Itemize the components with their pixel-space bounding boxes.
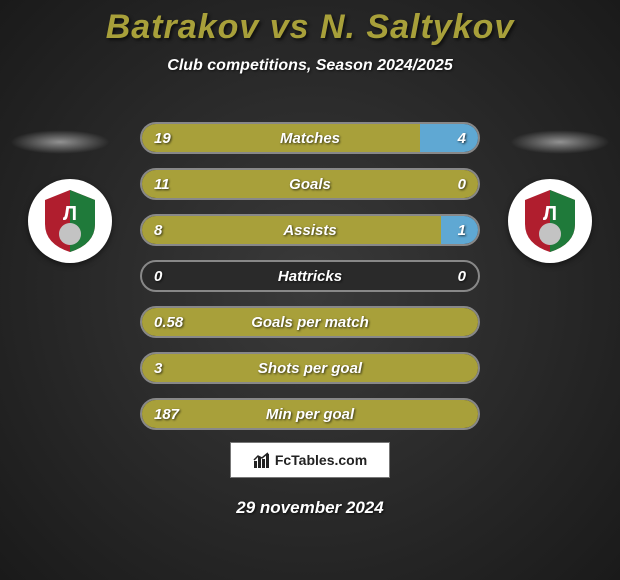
stat-bar-left: [142, 354, 478, 382]
club-crest-icon: Л: [515, 186, 585, 256]
stat-row: 0.58Goals per match: [140, 306, 480, 338]
stat-bars-container: 194Matches110Goals81Assists00Hattricks0.…: [140, 122, 480, 444]
stat-value-left: 11: [154, 170, 170, 198]
stat-row: 110Goals: [140, 168, 480, 200]
stat-value-right: 0: [458, 170, 466, 198]
stat-bar-left: [142, 216, 441, 244]
stat-bar-left: [142, 170, 478, 198]
club-crest-icon: Л: [35, 186, 105, 256]
stat-bar-right: [420, 124, 478, 152]
stat-label: Hattricks: [142, 262, 478, 290]
stat-row: 3Shots per goal: [140, 352, 480, 384]
stat-row: 0 0Hattricks: [140, 260, 480, 292]
stat-value-right: 1: [458, 216, 466, 244]
stat-value-left: 0.58: [154, 308, 183, 336]
site-logo: FcTables.com: [230, 442, 390, 478]
club-badge-right: Л: [508, 179, 592, 263]
stat-bar-left: [142, 308, 478, 336]
site-name: FcTables.com: [275, 452, 367, 468]
club-badge-left: Л: [28, 179, 112, 263]
stat-row: 194Matches: [140, 122, 480, 154]
comparison-subtitle: Club competitions, Season 2024/2025: [0, 57, 620, 75]
stat-bar-left: [142, 400, 478, 428]
player-shadow-left: [10, 130, 110, 154]
svg-text:Л: Л: [63, 203, 77, 225]
stat-bar-left: [142, 124, 420, 152]
stat-value-left: 0: [154, 262, 162, 290]
footer-date: 29 november 2024: [0, 498, 620, 518]
stat-value-left: 3: [154, 354, 162, 382]
stat-value-left: 19: [154, 124, 171, 152]
stat-value-left: 187: [154, 400, 179, 428]
comparison-title: Batrakov vs N. Saltykov: [0, 0, 620, 47]
stat-value-right: 4: [458, 124, 466, 152]
stat-value-right: 0: [458, 262, 466, 290]
chart-icon: [253, 451, 271, 469]
player-shadow-right: [510, 130, 610, 154]
stat-row: 81Assists: [140, 214, 480, 246]
stat-value-left: 8: [154, 216, 162, 244]
stat-row: 187Min per goal: [140, 398, 480, 430]
svg-text:Л: Л: [543, 203, 557, 225]
